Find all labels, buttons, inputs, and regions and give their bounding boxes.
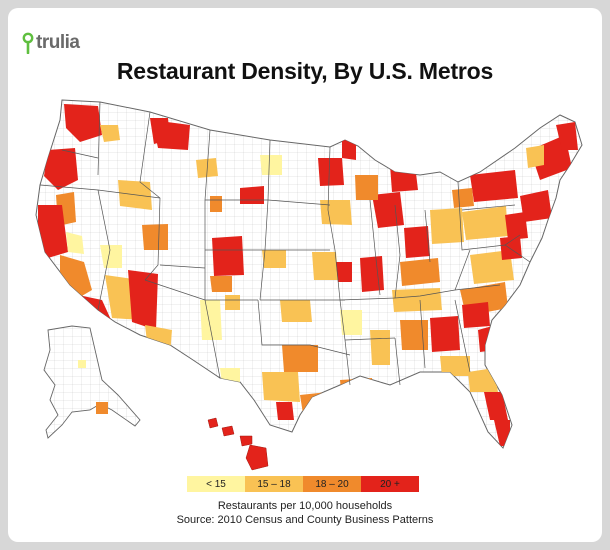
- legend-item-15-18: 15 – 18: [245, 476, 303, 492]
- hawaii-big-island: [245, 444, 269, 471]
- hawaii-kauai: [207, 417, 219, 429]
- metro-nm-north: [225, 295, 240, 310]
- alaska-outline: [43, 325, 141, 439]
- metro-chicago: [372, 192, 404, 228]
- metro-tn: [392, 288, 442, 312]
- metro-ca-north: [38, 205, 68, 258]
- metro-indy: [404, 226, 430, 258]
- metro-fl-south: [494, 420, 510, 446]
- metro-stl: [360, 256, 384, 292]
- legend: < 15 15 – 18 18 – 20 20 +: [187, 476, 419, 492]
- metro-ok: [280, 300, 312, 322]
- metro-ne: [262, 250, 286, 268]
- map-pin-icon: [22, 32, 34, 54]
- metro-ky: [400, 258, 440, 286]
- metro-ga-south: [440, 356, 470, 376]
- metro-ca-valley: [66, 232, 84, 254]
- alaska: [43, 325, 141, 439]
- metro-nv: [100, 245, 122, 268]
- state-borders: [39, 101, 531, 386]
- metro-pa: [462, 206, 508, 240]
- hawaii: [207, 417, 269, 471]
- metro-ms: [370, 330, 390, 365]
- metro-philly: [505, 212, 528, 240]
- metro-id-south: [210, 196, 222, 212]
- metro-iowa: [320, 200, 352, 225]
- metro-tx-central: [262, 372, 300, 402]
- metro-az-north: [128, 270, 158, 330]
- metro-fl-north: [468, 368, 498, 392]
- hawaii-maui: [239, 435, 253, 447]
- metro-tx-north: [282, 345, 318, 372]
- metro-la: [340, 378, 374, 400]
- metro-al: [400, 320, 428, 350]
- metro-vt: [526, 145, 544, 168]
- metro-az-south: [145, 325, 172, 355]
- metro-minneapolis: [318, 158, 344, 186]
- metro-fairbanks: [78, 360, 86, 368]
- metro-nm: [200, 300, 222, 340]
- metro-anchorage: [96, 402, 108, 414]
- metro-mt-west: [152, 120, 190, 150]
- metro-co: [212, 236, 244, 276]
- metro-fl-central: [484, 392, 508, 420]
- metro-dc: [500, 236, 522, 260]
- metro-mn-north: [342, 138, 356, 160]
- metro-maine: [556, 122, 578, 150]
- metro-seattle: [64, 104, 102, 142]
- metro-michigan: [390, 165, 418, 192]
- legend-item-18-20: 18 – 20: [303, 476, 361, 492]
- metro-atlanta: [430, 316, 460, 352]
- metro-kc-east: [336, 262, 352, 282]
- metro-wy: [240, 186, 264, 204]
- metro-nyc: [520, 190, 552, 222]
- legend-item-20plus: 20 +: [361, 476, 419, 492]
- trulia-logo: trulia: [22, 30, 80, 56]
- legend-caption: Restaurants per 10,000 households: [217, 500, 393, 512]
- hawaii-oahu: [221, 425, 235, 437]
- page-title: Restaurant Density, By U.S. Metros: [116, 58, 494, 84]
- metro-new-orleans: [378, 392, 392, 408]
- metro-dakotas: [260, 155, 282, 175]
- metro-co-south: [210, 276, 232, 292]
- metro-ny-west: [452, 188, 474, 208]
- metro-kc: [312, 252, 338, 280]
- metro-wa-central: [100, 125, 120, 142]
- legend-item-lt15: < 15: [187, 476, 245, 492]
- logo-text: trulia: [36, 32, 80, 53]
- metro-portland: [44, 148, 78, 190]
- metro-tx-south: [276, 402, 294, 420]
- metro-ohio: [430, 208, 464, 244]
- metro-ar: [340, 310, 362, 335]
- metro-ny-upstate: [470, 170, 518, 202]
- metro-ut: [142, 224, 168, 250]
- metro-wisconsin: [355, 175, 378, 200]
- metro-charlotte: [462, 302, 490, 328]
- source-caption: Source: 2010 Census and County Business …: [176, 514, 434, 526]
